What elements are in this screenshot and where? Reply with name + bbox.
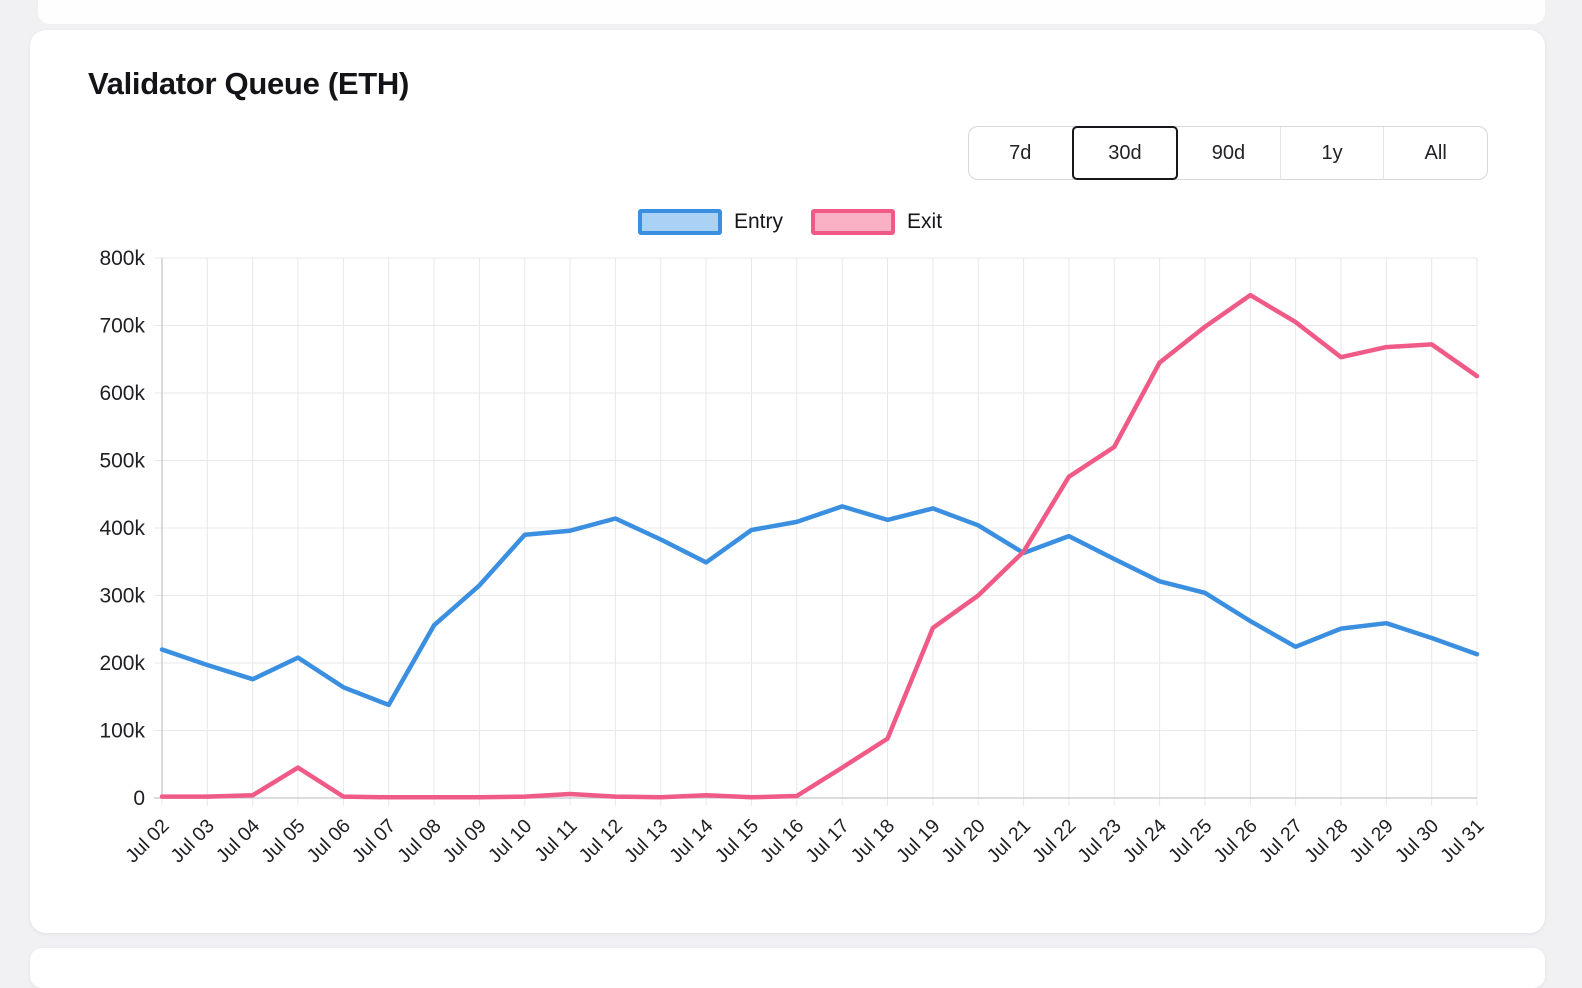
x-tick-label: Jul 15	[711, 815, 763, 867]
x-tick-label: Jul 24	[1119, 815, 1171, 867]
x-tick-label: Jul 08	[393, 815, 445, 867]
entry-legend-label: Entry	[734, 210, 784, 233]
x-tick-label: Jul 10	[484, 815, 536, 867]
chart-legend: Entry Exit	[638, 208, 942, 236]
y-tick-label: 400k	[99, 517, 145, 540]
x-tick-label: Jul 16	[756, 815, 808, 867]
x-tick-label: Jul 27	[1255, 815, 1307, 867]
previous-card-bottom-edge	[38, 0, 1545, 24]
next-card-top-edge	[30, 948, 1545, 988]
x-tick-label: Jul 09	[439, 815, 491, 867]
x-tick-label: Jul 21	[983, 815, 1035, 867]
x-tick-label: Jul 26	[1209, 815, 1261, 867]
x-tick-label: Jul 03	[166, 815, 218, 867]
validator-queue-card: Validator Queue (ETH) 7d 30d 90d 1y All Entr…	[30, 30, 1545, 933]
exit-legend-swatch	[811, 209, 896, 235]
range-button-30d[interactable]: 30d	[1071, 126, 1179, 180]
x-tick-label: Jul 12	[575, 815, 627, 867]
y-tick-label: 0	[133, 787, 145, 810]
x-tick-label: Jul 28	[1300, 815, 1352, 867]
x-tick-label: Jul 25	[1164, 815, 1216, 867]
x-tick-label: Jul 05	[257, 815, 309, 867]
x-tick-label: Jul 30	[1391, 815, 1443, 867]
x-tick-label: Jul 07	[348, 815, 400, 867]
x-tick-label: Jul 19	[892, 815, 944, 867]
legend-item-entry[interactable]: Entry	[638, 209, 783, 235]
range-button-90d[interactable]: 90d	[1177, 127, 1281, 179]
x-tick-label: Jul 17	[801, 815, 853, 867]
x-tick-label: Jul 22	[1028, 815, 1080, 867]
range-button-1y[interactable]: 1y	[1281, 127, 1385, 179]
entry-legend-swatch	[638, 209, 722, 235]
exit-legend-label: Exit	[907, 210, 943, 233]
y-tick-label: 700k	[99, 315, 145, 338]
x-tick-label: Jul 14	[665, 815, 717, 867]
y-tick-label: 500k	[99, 450, 145, 473]
y-tick-label: 800k	[99, 247, 145, 270]
x-tick-label: Jul 02	[121, 815, 173, 867]
time-range-selector: 7d 30d 90d 1y All	[968, 126, 1488, 180]
series-line-entry[interactable]	[159, 504, 1480, 708]
x-tick-label: Jul 11	[530, 815, 581, 866]
x-tick-label: Jul 04	[212, 815, 264, 867]
series-line-exit[interactable]	[159, 292, 1480, 800]
page-title: Validator Queue (ETH)	[88, 66, 409, 101]
x-tick-label: Jul 29	[1345, 815, 1397, 867]
y-tick-label: 600k	[99, 382, 145, 405]
x-tick-label: Jul 31	[1436, 815, 1488, 867]
y-tick-label: 300k	[99, 585, 145, 608]
legend-item-exit[interactable]: Exit	[811, 209, 942, 235]
x-tick-label: Jul 06	[303, 815, 355, 867]
x-tick-label: Jul 13	[620, 815, 672, 867]
range-button-all[interactable]: All	[1384, 127, 1487, 179]
x-tick-label: Jul 23	[1073, 815, 1125, 867]
y-tick-label: 200k	[99, 652, 145, 675]
x-tick-label: Jul 18	[847, 815, 899, 867]
x-tick-label: Jul 20	[937, 815, 989, 867]
y-tick-label: 100k	[99, 720, 145, 743]
